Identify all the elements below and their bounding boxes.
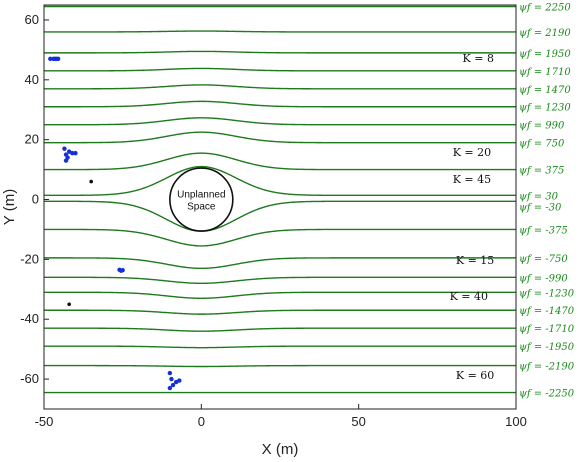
streamline <box>44 67 516 72</box>
y-tick-label: -20 <box>20 251 39 266</box>
psi-label: ψf = 1710 <box>519 67 571 78</box>
psi-label: ψf = 30 <box>519 191 559 202</box>
psi-label: ψf = -2250 <box>519 389 575 400</box>
blue-point <box>170 382 176 388</box>
psi-label: ψf = -750 <box>519 254 568 265</box>
psi-label: ψf = -1710 <box>519 324 575 335</box>
x-axis: -50 0 50 100 <box>35 404 527 429</box>
streamline-layer <box>43 5 516 394</box>
k-label: K = 15 <box>456 254 494 267</box>
psi-label: ψf = 2250 <box>519 2 571 13</box>
black-point <box>67 302 71 307</box>
k-label: K = 8 <box>463 52 494 65</box>
psi-label: ψf = 1470 <box>519 85 571 96</box>
y-tick-label: -60 <box>20 371 39 386</box>
psi-label: ψf = -990 <box>519 273 568 284</box>
blue-point <box>65 155 70 160</box>
streamline <box>44 291 516 299</box>
obstacle-circle <box>169 167 234 232</box>
x-tick-label: 100 <box>505 414 527 429</box>
streamline <box>44 100 516 108</box>
obstacle-group: Unplanned Space <box>169 167 234 232</box>
streamline <box>44 84 516 90</box>
y-tick-label: -40 <box>20 311 39 326</box>
streamline <box>44 257 516 270</box>
y-tick-label: 40 <box>25 72 39 87</box>
x-tick-label: 50 <box>351 414 365 429</box>
streamline <box>44 364 516 368</box>
y-tick-label: 20 <box>25 132 39 147</box>
streamline <box>44 50 516 54</box>
blue-point <box>169 376 174 382</box>
blue-point <box>167 385 173 391</box>
blue-point <box>55 56 61 62</box>
blue-point <box>62 146 67 151</box>
point-layer <box>48 56 182 391</box>
y-axis-label: Y (m) <box>1 189 18 225</box>
psi-label-layer: ψf = 2250 ψf = 2190 ψf = 1950 ψf = 1710 ψf =… <box>519 2 575 399</box>
k-label: K = 45 <box>453 173 491 186</box>
streamline <box>44 327 516 332</box>
y-axis: -60 -40 -20 0 20 40 60 <box>20 12 49 386</box>
streamline <box>43 228 516 247</box>
k-label: K = 40 <box>450 290 488 303</box>
blue-point <box>120 267 125 273</box>
psi-label: ψf = 990 <box>519 121 565 132</box>
k-label: K = 60 <box>456 369 494 382</box>
streamline <box>44 30 516 33</box>
y-tick-label: 0 <box>32 192 39 207</box>
streamline <box>44 200 516 232</box>
black-point <box>89 179 93 184</box>
psi-label: ψf = -30 <box>519 202 562 213</box>
obstacle-label: Unplanned <box>177 190 225 201</box>
psi-label: ψf = 1950 <box>519 49 571 60</box>
blue-point <box>167 370 173 376</box>
k-label-layer: K = 8 K = 20 K = 45 K = 15 K = 40 K = 60 <box>450 52 495 382</box>
blue-point <box>70 150 75 156</box>
x-axis-label: X (m) <box>262 441 299 458</box>
blue-point <box>73 150 78 156</box>
streamline <box>44 345 516 349</box>
psi-label: ψf = -2190 <box>519 362 575 373</box>
blue-point <box>48 56 53 62</box>
psi-label: ψf = -1230 <box>519 288 575 299</box>
psi-label: ψf = 375 <box>519 166 564 177</box>
k-label: K = 20 <box>453 146 491 159</box>
psi-label: ψf = 750 <box>519 139 565 150</box>
y-tick-label: 60 <box>25 12 39 27</box>
x-tick-label: -50 <box>35 414 54 429</box>
streamline <box>44 152 516 171</box>
obstacle-label: Space <box>187 202 216 213</box>
streamline <box>44 165 516 197</box>
x-tick-label: 0 <box>198 414 205 429</box>
psi-label: ψf = 2190 <box>519 28 571 39</box>
streamline <box>44 309 516 315</box>
psi-label: ψf = -1470 <box>519 306 575 317</box>
streamline <box>44 276 516 285</box>
plot-frame <box>43 4 517 410</box>
streamline <box>44 117 516 126</box>
streamline <box>44 131 516 144</box>
blue-point <box>177 378 182 383</box>
psi-label: ψf = -1950 <box>519 342 575 353</box>
psi-label: ψf = -375 <box>519 225 568 236</box>
psi-label: ψf = 1230 <box>519 103 571 114</box>
